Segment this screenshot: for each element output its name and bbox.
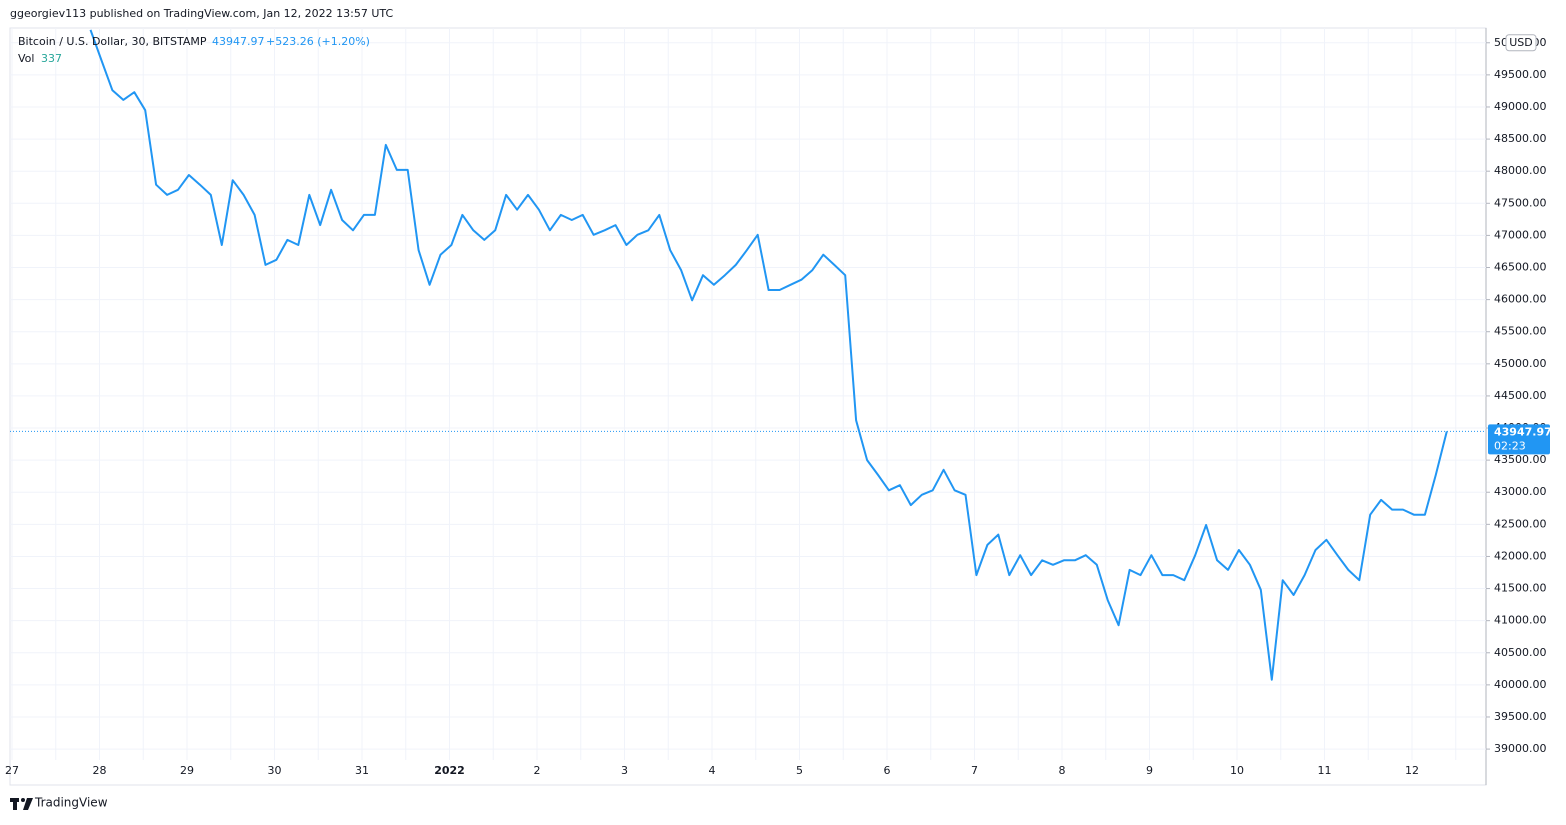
y-tick-label: 48000.00 xyxy=(1494,164,1547,177)
x-tick-label: 29 xyxy=(180,764,194,777)
x-tick-label: 7 xyxy=(971,764,978,777)
y-tick-label: 41000.00 xyxy=(1494,614,1547,627)
y-tick-label: 39500.00 xyxy=(1494,710,1547,723)
y-tick-label: 41500.00 xyxy=(1494,582,1547,595)
series xyxy=(89,29,1448,681)
y-tick-label: 43000.00 xyxy=(1494,485,1547,498)
y-tick-label: 42000.00 xyxy=(1494,549,1547,562)
x-tick-label: 3 xyxy=(621,764,628,777)
symbol: Bitcoin / U.S. Dollar, 30, BITSTAMP xyxy=(18,35,207,48)
brand: TradingView xyxy=(34,796,108,810)
y-tick-label: 49500.00 xyxy=(1494,68,1547,81)
x-tick-label: 27 xyxy=(5,764,19,777)
y-tick-label: 49000.00 xyxy=(1494,100,1547,113)
x-tick-label: 30 xyxy=(268,764,282,777)
x-tick-label: 31 xyxy=(355,764,369,777)
x-tick-label: 6 xyxy=(884,764,891,777)
y-tick-label: 46000.00 xyxy=(1494,293,1547,306)
y-tick-label: 42500.00 xyxy=(1494,517,1547,530)
y-tick-label: 39000.00 xyxy=(1494,742,1547,755)
y-tick-label: 47500.00 xyxy=(1494,196,1547,209)
last-price: 43947.97 xyxy=(212,35,265,48)
x-tick-label: 8 xyxy=(1059,764,1066,777)
x-tick-label: 4 xyxy=(709,764,716,777)
x-tick-label: 10 xyxy=(1230,764,1244,777)
price-change: +523.26 (+1.20%) xyxy=(266,35,370,48)
x-tick-label: 11 xyxy=(1318,764,1332,777)
countdown: 02:23 xyxy=(1494,439,1526,452)
volume-value: 337 xyxy=(41,52,62,65)
y-tick-label: 40000.00 xyxy=(1494,678,1547,691)
brand-logo xyxy=(10,798,33,810)
y-tick-label: 45500.00 xyxy=(1494,325,1547,338)
y-tick-label: 43500.00 xyxy=(1494,453,1547,466)
y-tick-label: 48500.00 xyxy=(1494,132,1547,145)
y-tick-label: 44500.00 xyxy=(1494,389,1547,402)
price-tag-value: 43947.97 xyxy=(1494,425,1552,438)
volume-label: Vol xyxy=(18,52,34,65)
price-line xyxy=(89,29,1448,681)
x-tick-label: 2022 xyxy=(434,764,465,777)
currency-badge xyxy=(1505,34,1537,52)
currency: USD xyxy=(1509,36,1533,49)
grid xyxy=(10,28,1486,760)
price-tag xyxy=(1488,424,1550,455)
x-tick-label: 12 xyxy=(1405,764,1419,777)
y-tick-label: 47000.00 xyxy=(1494,228,1547,241)
x-tick-label: 28 xyxy=(93,764,107,777)
plot-frame xyxy=(9,27,1487,786)
y-tick-label: 45000.00 xyxy=(1494,357,1547,370)
y-tick-label: 46500.00 xyxy=(1494,261,1547,274)
x-tick-label: 9 xyxy=(1146,764,1153,777)
publisher: ggeorgiev113 published on TradingView.co… xyxy=(10,7,393,20)
x-tick-label: 5 xyxy=(796,764,803,777)
y-tick-label: 40500.00 xyxy=(1494,646,1547,659)
x-tick-label: 2 xyxy=(534,764,541,777)
